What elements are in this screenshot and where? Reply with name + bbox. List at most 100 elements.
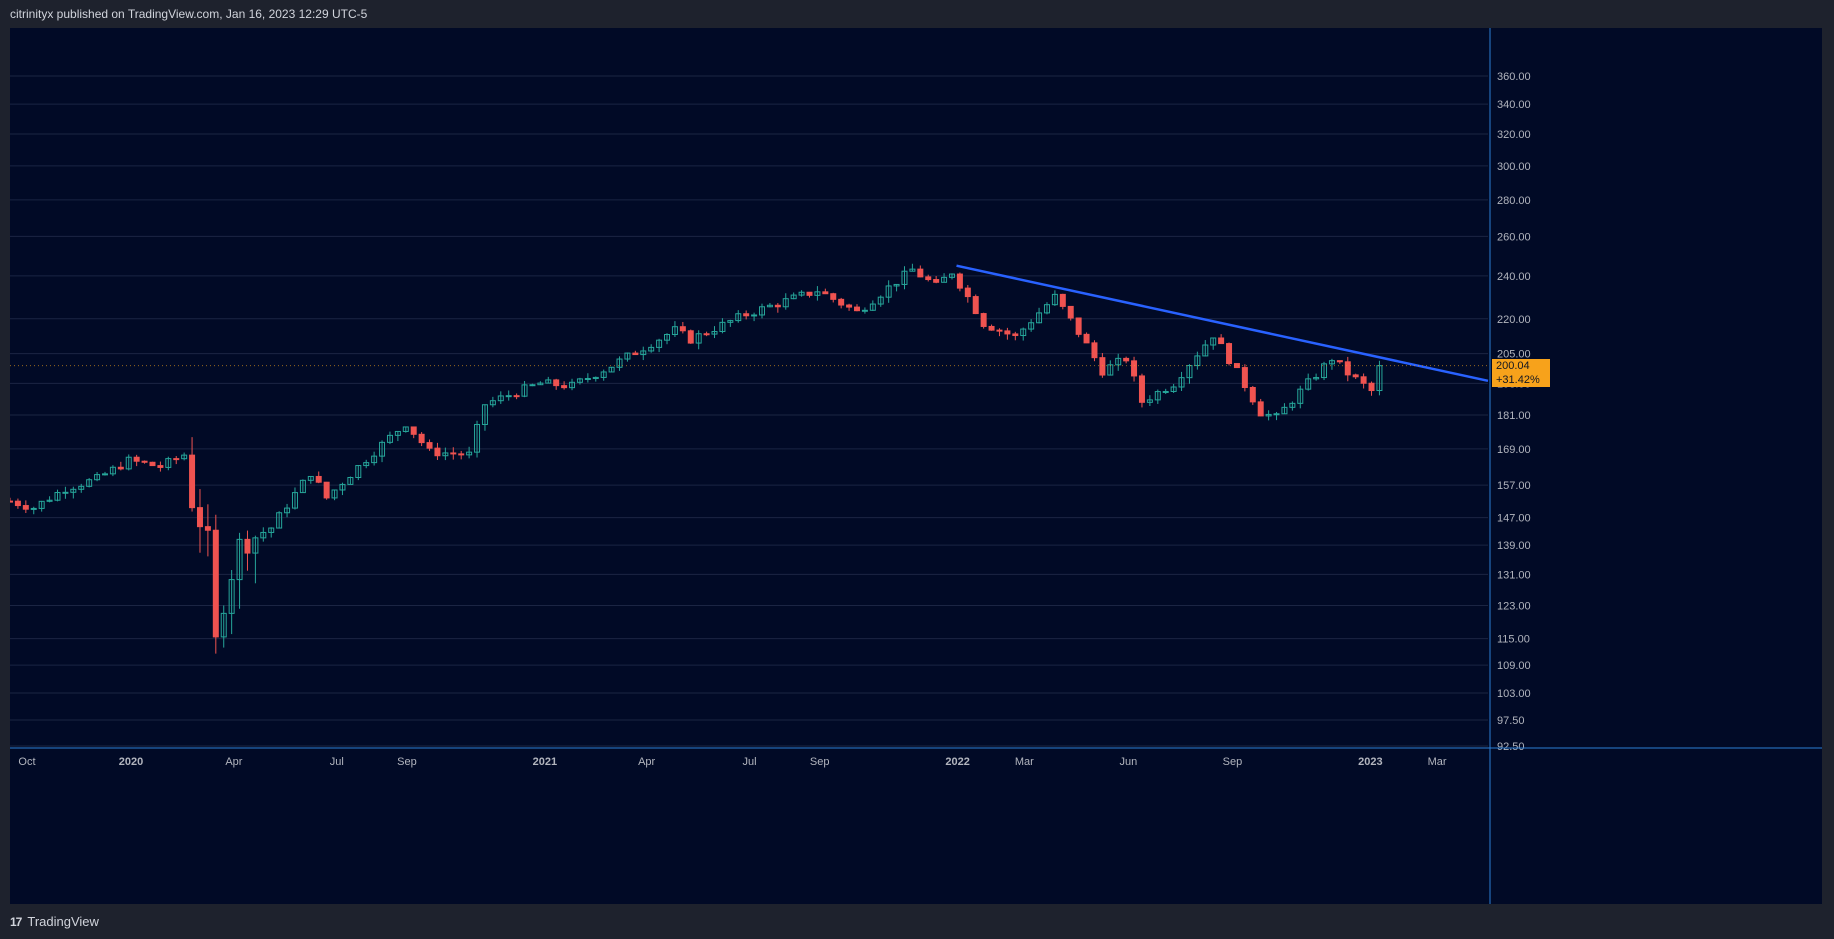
candle-body xyxy=(109,466,116,475)
candle-body xyxy=(402,426,409,432)
candle-body xyxy=(1336,360,1343,363)
candle-body xyxy=(204,526,211,531)
candle-body xyxy=(1202,344,1209,357)
y-tick-label: 205.00 xyxy=(1497,349,1531,361)
candle-body xyxy=(838,298,845,306)
candle-body xyxy=(1020,328,1027,337)
candle-body xyxy=(323,481,330,499)
candle-body xyxy=(157,465,164,468)
candle-body xyxy=(86,479,93,487)
candle-body xyxy=(244,538,251,554)
candle-body xyxy=(1344,361,1351,376)
candle-body xyxy=(466,451,473,456)
candle-body xyxy=(846,304,853,308)
candle-body xyxy=(925,276,932,281)
y-tick-label: 340.00 xyxy=(1497,99,1531,111)
candle-body xyxy=(1328,360,1335,365)
candle-body xyxy=(434,447,441,457)
candle-body xyxy=(529,384,536,387)
candle-body xyxy=(1352,374,1359,378)
candle-body xyxy=(474,423,481,453)
candle-body xyxy=(814,291,821,296)
candle-body xyxy=(1036,312,1043,324)
candle-body xyxy=(196,507,203,528)
candle-body xyxy=(497,395,504,402)
candle-body xyxy=(165,458,172,468)
candle-body xyxy=(964,287,971,298)
candle-body xyxy=(410,426,417,435)
candle-body xyxy=(260,531,267,539)
candle-body xyxy=(1226,343,1233,365)
candle-body xyxy=(1043,304,1050,314)
y-tick-label: 400.00 xyxy=(1497,28,1531,31)
candle-body xyxy=(695,333,702,344)
tradingview-logo[interactable]: 17 TradingView xyxy=(10,914,99,929)
candle-body xyxy=(1162,390,1169,393)
candle-body xyxy=(458,453,465,456)
candle-body xyxy=(1107,364,1114,376)
candle-body xyxy=(78,485,85,490)
candle-body xyxy=(1194,355,1201,367)
candle-body xyxy=(830,293,837,300)
candle-body xyxy=(1305,378,1312,390)
candle-body xyxy=(545,379,552,384)
candle-body xyxy=(1321,363,1328,379)
candle-body xyxy=(291,492,298,509)
candle-body xyxy=(1249,386,1256,403)
candle-body xyxy=(877,296,884,305)
candle-body xyxy=(1067,305,1074,319)
candlestick-chart[interactable]: 400.00 360.00 340.00 320.00 300.00 280.00 260.… xyxy=(10,28,1822,904)
candle-body xyxy=(315,475,322,483)
y-tick-label: 320.00 xyxy=(1497,129,1531,141)
candle-body xyxy=(228,579,235,614)
candle-body xyxy=(671,326,678,336)
candle-body xyxy=(632,352,639,356)
candle-body xyxy=(640,350,647,356)
candle-body xyxy=(941,276,948,283)
candle-body xyxy=(513,395,520,398)
candle-body xyxy=(212,529,219,638)
candle-body xyxy=(181,454,188,460)
candle-body xyxy=(1154,391,1161,401)
candle-body xyxy=(584,377,591,380)
candle-body xyxy=(592,376,599,379)
candle-body xyxy=(307,475,314,481)
x-tick-label: 2022 xyxy=(945,756,969,768)
y-tick-label: 300.00 xyxy=(1497,161,1531,173)
x-tick-label: 2023 xyxy=(1358,756,1382,768)
candle-body xyxy=(1368,382,1375,392)
candle-body xyxy=(252,537,259,554)
x-tick-label: Jul xyxy=(330,756,344,768)
candle-body xyxy=(284,507,291,514)
candle-body xyxy=(576,378,583,383)
y-tick-label: 103.00 xyxy=(1497,688,1531,700)
candle-body xyxy=(355,465,362,479)
candle-body xyxy=(1170,386,1177,392)
candle-body xyxy=(1059,293,1066,307)
candle-body xyxy=(782,298,789,308)
publish-header: citrinityx published on TradingView.com,… xyxy=(0,0,1834,28)
candle-body xyxy=(624,352,631,360)
y-tick-label: 131.00 xyxy=(1497,569,1531,581)
candle-body xyxy=(861,309,868,312)
candle-body xyxy=(1123,357,1130,362)
candle-body xyxy=(94,474,101,481)
y-tick-label: 97.50 xyxy=(1497,715,1525,727)
current-price-tag: 200.04 +31.42% xyxy=(1492,358,1550,387)
candle-body xyxy=(189,454,196,509)
candle-body xyxy=(10,500,13,503)
candle-body xyxy=(299,479,306,494)
footer-bar: 17 TradingView xyxy=(0,904,1834,939)
candle-body xyxy=(347,477,354,485)
candle-body xyxy=(394,430,401,436)
candle-body xyxy=(1146,399,1153,403)
chart-area[interactable]: 400.00 360.00 340.00 320.00 300.00 280.00 260.… xyxy=(10,28,1822,904)
x-tick-label: Oct xyxy=(18,756,35,768)
y-tick-label: 115.00 xyxy=(1497,634,1530,646)
candle-body xyxy=(276,512,283,529)
candle-body xyxy=(751,314,758,317)
candle-body xyxy=(719,321,726,333)
candle-body xyxy=(687,330,694,344)
y-tick-label: 181.00 xyxy=(1497,410,1531,422)
candle-body xyxy=(980,313,987,327)
